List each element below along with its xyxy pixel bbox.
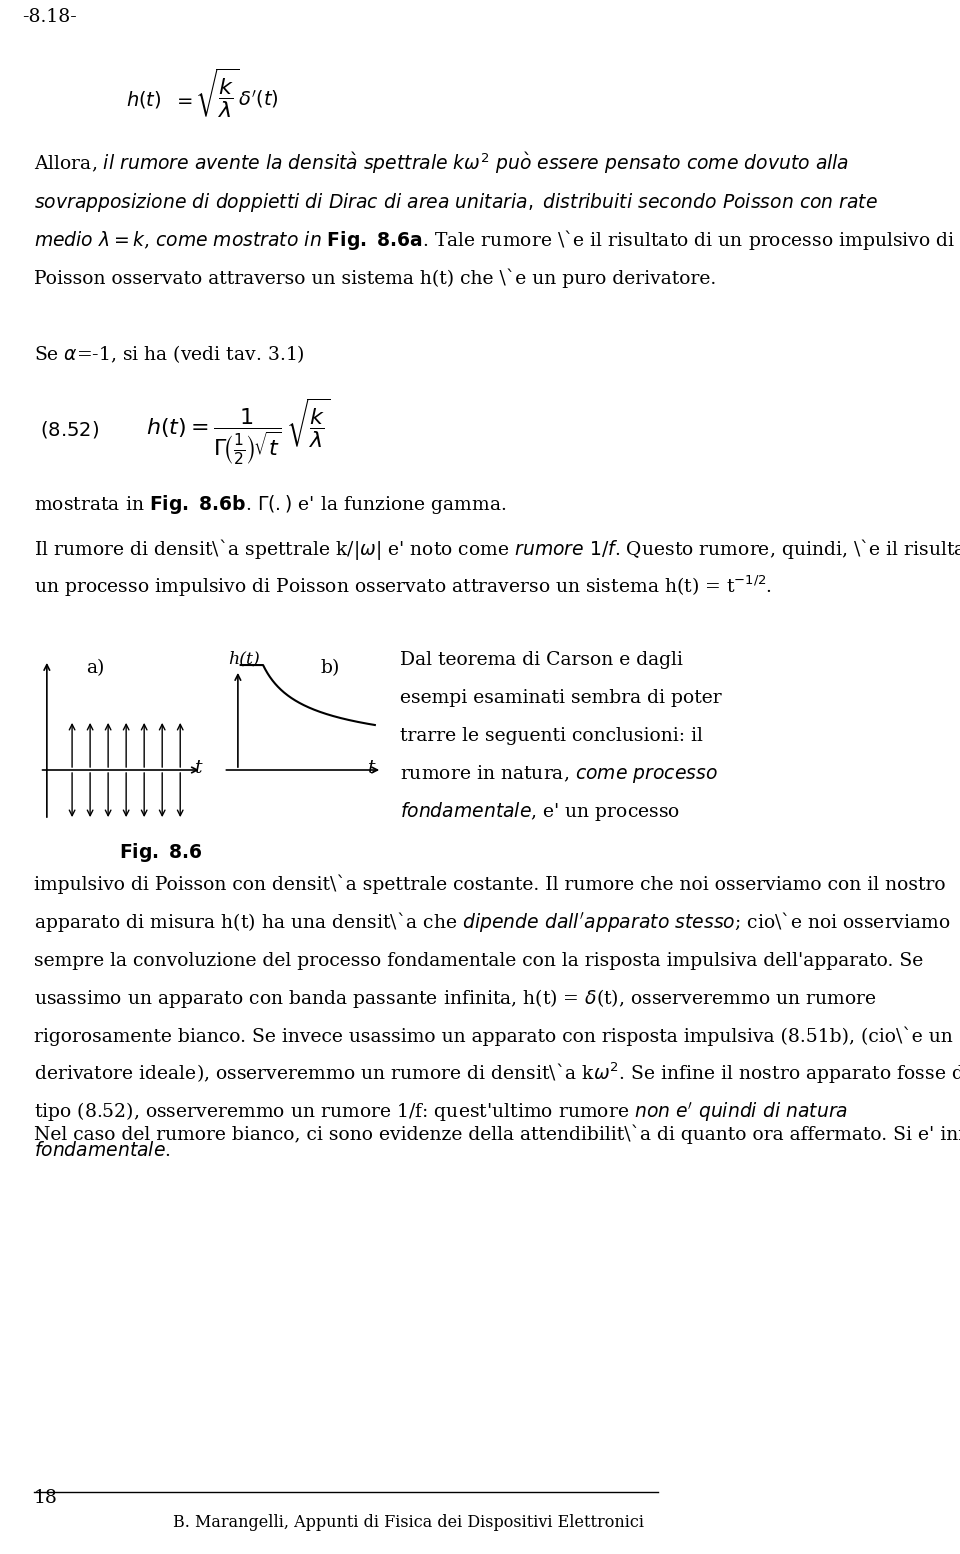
Text: a): a) bbox=[86, 659, 105, 678]
Text: rigorosamente bianco. Se invece usassimo un apparato con risposta impulsiva (8.5: rigorosamente bianco. Se invece usassimo… bbox=[34, 1027, 952, 1046]
Text: B. Marangelli, Appunti di Fisica dei Dispositivi Elettronici: B. Marangelli, Appunti di Fisica dei Dis… bbox=[173, 1514, 644, 1531]
Text: $\it{sovrapposizione\ di\ doppietti\ di\ Dirac\ di\ area\ unitaria,\ distribuiti: $\it{sovrapposizione\ di\ doppietti\ di\… bbox=[34, 191, 877, 214]
Text: Il rumore di densit\`a spettrale k/|$\omega$| e' noto come $\it{rumore\ 1/f}$. Q: Il rumore di densit\`a spettrale k/|$\om… bbox=[34, 538, 960, 563]
Text: Poisson osservato attraverso un sistema h(t) che \`e un puro derivatore.: Poisson osservato attraverso un sistema … bbox=[34, 269, 716, 287]
Text: Se $\alpha$=-1, si ha (vedi tav. 3.1): Se $\alpha$=-1, si ha (vedi tav. 3.1) bbox=[34, 343, 304, 365]
Text: t: t bbox=[195, 758, 203, 777]
Text: $h(t)$: $h(t)$ bbox=[126, 89, 161, 109]
Text: -8.18-: -8.18- bbox=[22, 8, 77, 26]
Text: usassimo un apparato con banda passante infinita, h(t) = $\delta$(t), osserverem: usassimo un apparato con banda passante … bbox=[34, 987, 876, 1010]
Text: tipo (8.52), osserveremmo un rumore 1/f: quest'ultimo rumore $\it{non\ e'\ quind: tipo (8.52), osserveremmo un rumore 1/f:… bbox=[34, 1100, 848, 1124]
Text: apparato di misura h(t) ha una densit\`a che $\it{dipende\ dall'apparato\ stesso: apparato di misura h(t) ha una densit\`a… bbox=[34, 911, 950, 934]
Text: 18: 18 bbox=[34, 1489, 58, 1507]
Text: esempi esaminati sembra di poter: esempi esaminati sembra di poter bbox=[400, 688, 722, 707]
Text: rumore in natura, $\it{come\ processo}$: rumore in natura, $\it{come\ processo}$ bbox=[400, 763, 718, 785]
Text: Allora, $\it{il\ rumore\ avente\ la\ densit\`{a}\ spettrale}$ $k\omega^2$ $\it{p: Allora, $\it{il\ rumore\ avente\ la\ den… bbox=[34, 151, 849, 176]
Text: Dal teorema di Carson e dagli: Dal teorema di Carson e dagli bbox=[400, 651, 683, 670]
Text: $=$: $=$ bbox=[173, 92, 193, 109]
Text: trarre le seguenti conclusioni: il: trarre le seguenti conclusioni: il bbox=[400, 727, 703, 744]
Text: Nel caso del rumore bianco, ci sono evidenze della attendibilit\`a di quanto ora: Nel caso del rumore bianco, ci sono evid… bbox=[34, 1125, 960, 1144]
Text: sempre la convoluzione del processo fondamentale con la risposta impulsiva dell': sempre la convoluzione del processo fond… bbox=[34, 953, 924, 970]
Text: mostrata in $\mathbf{Fig.\ 8.6b}$. $\Gamma(.)$ e' la funzione gamma.: mostrata in $\mathbf{Fig.\ 8.6b}$. $\Gam… bbox=[34, 493, 507, 516]
Text: un processo impulsivo di Poisson osservato attraverso un sistema h(t) = t$^{-1/2: un processo impulsivo di Poisson osserva… bbox=[34, 573, 772, 598]
Text: $\delta'(t)$: $\delta'(t)$ bbox=[238, 87, 278, 110]
Text: h(t): h(t) bbox=[228, 650, 259, 667]
Text: $\sqrt{\dfrac{k}{\lambda}}$: $\sqrt{\dfrac{k}{\lambda}}$ bbox=[195, 67, 239, 120]
Text: $\it{fondamentale}$, e' un processo: $\it{fondamentale}$, e' un processo bbox=[400, 800, 681, 824]
Text: $\mathbf{Fig.\ 8.6}$: $\mathbf{Fig.\ 8.6}$ bbox=[119, 841, 203, 864]
Text: $h(t) = \dfrac{1}{\Gamma\!\left(\frac{1}{2}\right)\!\sqrt{t}}\,\sqrt{\dfrac{k}{\: $h(t) = \dfrac{1}{\Gamma\!\left(\frac{1}… bbox=[146, 396, 330, 466]
Text: $\it{medio}$ $\lambda=k$, $\it{come\ mostrato\ in}$ $\mathbf{Fig.\ 8.6a}$. Tale : $\it{medio}$ $\lambda=k$, $\it{come\ mos… bbox=[34, 228, 955, 252]
Text: b): b) bbox=[321, 659, 340, 678]
Text: derivatore ideale), osserveremmo un rumore di densit\`a k$\omega^2$. Se infine i: derivatore ideale), osserveremmo un rumo… bbox=[34, 1060, 960, 1086]
Text: impulsivo di Poisson con densit\`a spettrale costante. Il rumore che noi osservi: impulsivo di Poisson con densit\`a spett… bbox=[34, 875, 946, 894]
Text: t: t bbox=[368, 758, 375, 777]
Text: $\it{fondamentale}$.: $\it{fondamentale}$. bbox=[34, 1141, 171, 1159]
Text: $(8.52)$: $(8.52)$ bbox=[39, 418, 99, 440]
